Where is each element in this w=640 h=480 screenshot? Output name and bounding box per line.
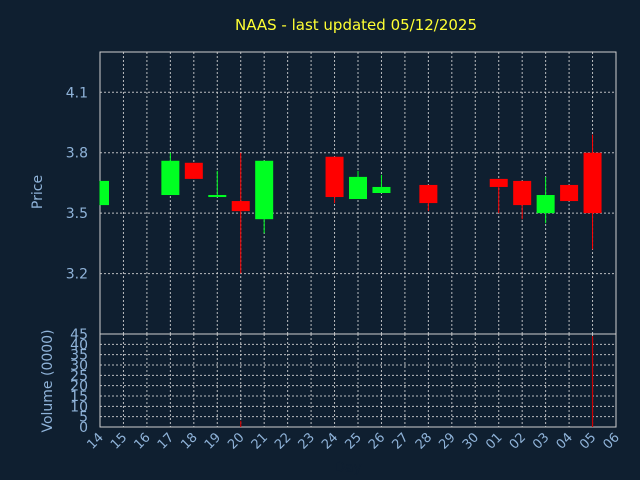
x-tick-label: 19 — [202, 430, 224, 452]
candle-body — [255, 160, 274, 220]
candle-body — [349, 176, 367, 200]
x-tick-label: 20 — [225, 430, 247, 452]
volume-tick-label: 10 — [70, 399, 88, 415]
candle-body — [184, 162, 203, 179]
candle-body — [560, 184, 579, 202]
x-tick-label: 26 — [366, 430, 388, 452]
x-tick-label: 06 — [601, 430, 623, 452]
x-tick-label: 02 — [507, 430, 529, 452]
candle-body — [513, 180, 532, 206]
candle-body — [372, 186, 391, 193]
x-tick-label: 18 — [178, 430, 200, 452]
x-tick-label: 16 — [131, 430, 153, 452]
volume-axis-label: Volume (0000) — [40, 329, 56, 432]
price-panel: 3.2 3.5 3.8 4.1 — [66, 51, 617, 335]
volume-tick-label: 0 — [79, 420, 88, 436]
price-tick-label: 4.1 — [66, 85, 88, 101]
price-tick-label: 3.5 — [66, 206, 88, 222]
x-axis-label: Day — [334, 460, 362, 476]
x-tick-label: 17 — [155, 430, 177, 452]
x-tick-label: 15 — [108, 430, 130, 452]
x-tick-label: 25 — [343, 430, 365, 452]
x-tick-label: 30 — [460, 430, 482, 452]
x-tick-label: 24 — [319, 430, 341, 452]
candle-body — [325, 156, 344, 198]
price-tick-label: 3.8 — [66, 146, 88, 162]
volume-tick-label: 30 — [70, 358, 88, 374]
x-tick-label: 23 — [296, 430, 318, 452]
x-tick-label: 05 — [577, 430, 599, 452]
chart-title: NAAS - last updated 05/12/2025 — [235, 16, 477, 34]
candle-body — [419, 184, 438, 204]
candle-body — [536, 195, 555, 214]
x-tick-label: 21 — [249, 430, 271, 452]
volume-tick-label: 45 — [70, 327, 88, 343]
volume-tick-label: 5 — [79, 410, 88, 426]
volume-frame — [99, 333, 617, 428]
volume-tick-label: 25 — [70, 368, 88, 384]
candle-body — [231, 201, 250, 212]
volume-tick-label: 40 — [70, 337, 88, 353]
x-tick-label: 03 — [530, 430, 552, 452]
volume-tick-label: 15 — [70, 389, 88, 405]
candle-body — [583, 152, 602, 214]
candle-body — [208, 195, 227, 198]
x-tick-label: 28 — [413, 430, 435, 452]
x-tick-label: 29 — [436, 430, 458, 452]
x-tick-label: 04 — [554, 430, 576, 452]
x-tick-label: 22 — [272, 430, 294, 452]
volume-tick-label: 20 — [70, 379, 88, 395]
x-tick-labels: 14 15 16 17 18 19 20 21 22 23 24 25 26 27 28 29 30 01 02 03… — [85, 430, 623, 452]
volume-tick-label: 35 — [70, 348, 88, 364]
price-axis-label: Price — [30, 175, 46, 209]
price-tick-label: 3.2 — [66, 267, 88, 283]
candle-body — [100, 180, 109, 206]
x-tick-label: 01 — [483, 430, 505, 452]
x-tick-label: 27 — [389, 430, 411, 452]
candle-body — [489, 178, 508, 187]
candle-body — [161, 160, 180, 196]
